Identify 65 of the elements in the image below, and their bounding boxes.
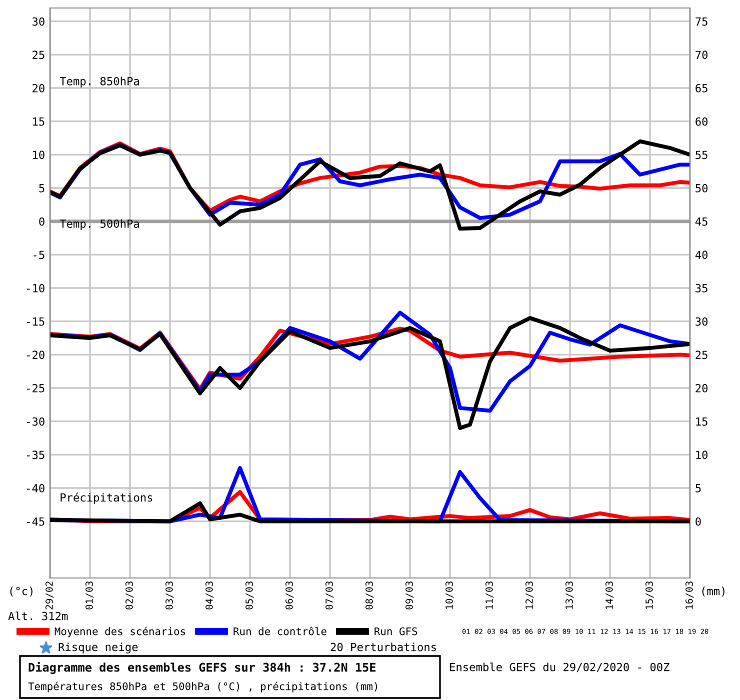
y2-tick-label: 30 (696, 317, 708, 326)
y-axis-title: (°c) (10, 586, 32, 597)
y2-tick-label: 0 (696, 517, 701, 526)
annotation: Temp. 500hPa (60, 219, 139, 230)
x-tick-label: 14/03 (605, 582, 614, 609)
y-tick-label: -20 (27, 350, 44, 360)
y-tick-label: -40 (27, 484, 44, 492)
text: Ensemble GEFS du 29/02/2020 - 00Z (450, 662, 670, 672)
y-tick-label: 10 (33, 150, 44, 160)
x-tick-label: 06/03 (285, 582, 294, 610)
x-tick-label: 08/03 (365, 582, 374, 610)
y2-tick-label: 75 (696, 17, 708, 26)
y-tick-label: 15 (33, 117, 44, 126)
y-tick-label: -35 (27, 450, 44, 460)
x-tick-label: 15/03 (645, 582, 654, 609)
x-tick-label: 13/03 (565, 582, 574, 609)
text: Températures 850hPa et 500hPa (°C) , précipitations (mm) (28, 682, 378, 692)
y2-tick-label: 25 (696, 350, 708, 360)
x-tick-label: 29/02 (45, 582, 54, 610)
y2-tick-label: 55 (696, 150, 708, 160)
y2-tick-label: 20 (696, 384, 708, 392)
text: Diagramme des ensembles GEFS sur 384h : 37.2N 15E (28, 662, 376, 674)
text: Alt. 312m (8, 612, 68, 620)
y-tick-label: 0 (39, 217, 44, 226)
x-tick-label: 16/03 (685, 582, 694, 609)
y2-tick-label: 10 (696, 450, 708, 460)
x-tick-label: 04/03 (205, 582, 214, 610)
text: 20 Perturbations (330, 642, 436, 652)
x-tick-label: 05/03 (245, 582, 254, 610)
x-tick-label: 12/03 (525, 582, 534, 609)
line-series (50, 316, 690, 430)
text: Risque neige (58, 642, 138, 654)
y2-tick-label: 65 (696, 84, 708, 92)
x-tick-label: 10/03 (445, 582, 454, 609)
y-tick-label: 20 (32, 84, 44, 92)
line-series (50, 139, 690, 231)
annotation: Temp. 850hPa (60, 76, 139, 88)
x-tick-label: 02/03 (125, 582, 134, 610)
legend-label: Run GFS (374, 627, 418, 636)
y-tick-label: 30 (32, 17, 44, 26)
y2-axis-title: (mm) (702, 586, 724, 597)
y2-tick-label: 60 (696, 117, 708, 126)
y-tick-label: -10 (27, 284, 44, 292)
x-tick-label: 11/03 (485, 582, 494, 609)
y-tick-label: -30 (27, 417, 44, 426)
y-tick-label: 25 (32, 50, 44, 60)
x-tick-label: 03/03 (165, 582, 174, 610)
legend-label: Moyenne des scénarios (54, 626, 186, 638)
annotation: Précipitations (60, 492, 152, 504)
y-tick-label: -5 (34, 250, 44, 260)
x-tick-label: 01/03 (85, 582, 94, 610)
y2-tick-label: 5 (696, 484, 701, 492)
y2-tick-label: 15 (696, 417, 708, 426)
y2-tick-label: 35 (696, 284, 708, 292)
x-tick-label: 07/03 (325, 582, 334, 610)
y-tick-label: 5 (39, 184, 44, 192)
y2-tick-label: 40 (695, 250, 708, 260)
x-tick-label: 09/03 (405, 582, 414, 610)
y2-tick-label: 45 (695, 217, 708, 226)
legend-label: Run de contrôle (234, 626, 326, 636)
y-tick-label: -25 (27, 384, 44, 392)
y-tick-label: -15 (27, 317, 44, 326)
y2-tick-label: 70 (696, 50, 708, 60)
y-tick-label: -45 (27, 517, 44, 526)
y2-tick-label: 50 (696, 184, 708, 192)
